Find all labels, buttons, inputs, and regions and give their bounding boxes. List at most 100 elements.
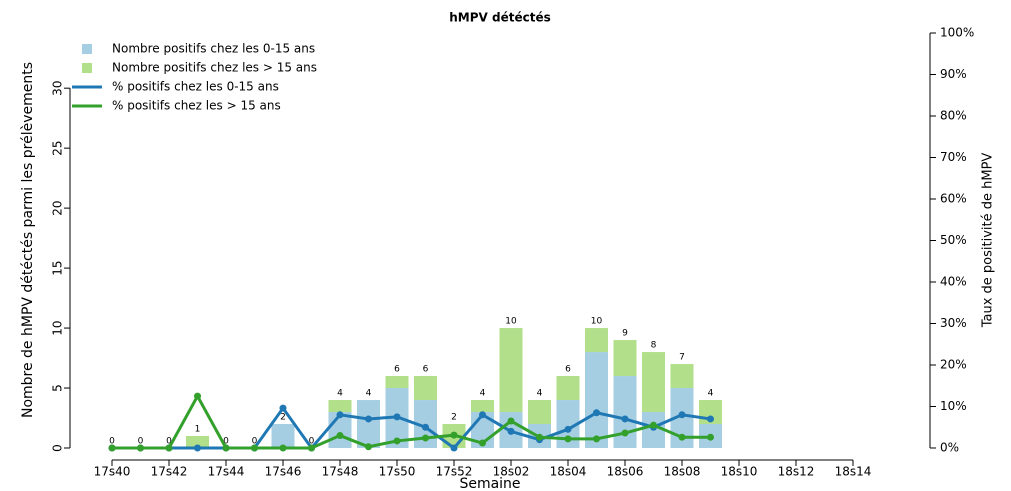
line-point <box>279 404 287 412</box>
bar-segment <box>585 328 608 353</box>
y2-tick-label: 90% <box>940 67 967 81</box>
y-axis-label: Nombre de hMPV détéctés parmi les prélèv… <box>20 62 36 418</box>
line-point <box>564 435 572 443</box>
line-series <box>112 405 711 451</box>
bar-segment <box>556 400 580 448</box>
x-tick-label: 18s12 <box>778 465 815 479</box>
x-tick-label: 17s50 <box>379 465 416 479</box>
bar-total-label: 2 <box>280 413 286 423</box>
bar-segment <box>528 400 551 425</box>
line-point <box>650 421 657 429</box>
line-point <box>165 444 173 452</box>
y2-tick-label: 100% <box>940 26 974 40</box>
line-point <box>336 432 344 440</box>
bar-total-label: 8 <box>651 341 657 351</box>
y2-tick-label: 20% <box>940 358 967 372</box>
line-point <box>621 415 629 423</box>
bar-total-label: 10 <box>591 317 603 327</box>
y-tick-label: 0 <box>51 444 65 452</box>
y2-tick-label: 10% <box>940 399 967 413</box>
bar-segment <box>328 400 352 413</box>
y2-tick-label: 40% <box>940 275 967 289</box>
bar-total-label: 10 <box>505 317 517 327</box>
line-point <box>137 444 144 452</box>
legend-label: % positifs chez les 0-15 ans <box>112 80 279 94</box>
y2-tick-label: 30% <box>940 316 967 330</box>
line-point <box>707 433 714 441</box>
line-point <box>279 444 287 452</box>
x-tick-label: 18s02 <box>493 465 530 479</box>
line-point <box>536 433 543 441</box>
y2-tick-label: 60% <box>940 192 967 206</box>
line-point <box>336 411 344 419</box>
line-point <box>507 427 515 435</box>
bar-total-label: 4 <box>480 389 486 399</box>
bar-segment <box>556 376 580 401</box>
x-tick-label: 17s52 <box>436 465 473 479</box>
line-point <box>678 433 686 441</box>
line-point <box>108 444 116 452</box>
bar-total-label: 6 <box>394 365 400 375</box>
bar-total-label: 6 <box>423 365 429 375</box>
line-point <box>507 417 515 425</box>
x-tick-label: 17s40 <box>94 465 131 479</box>
line-point <box>707 415 714 423</box>
bar-total-label: 0 <box>223 437 229 447</box>
x-tick-label: 17s46 <box>265 465 302 479</box>
bar-total-label: 4 <box>708 389 714 399</box>
line-point <box>393 413 401 421</box>
line-point <box>479 439 486 447</box>
y-tick-label: 30 <box>51 81 65 96</box>
bar-segment <box>613 340 637 377</box>
y2-tick-label: 80% <box>940 109 967 123</box>
legend-swatch <box>82 63 92 73</box>
line-point <box>308 444 315 452</box>
bar-total-label: 0 <box>138 437 144 447</box>
line-point <box>194 392 201 400</box>
x-tick-label: 18s10 <box>721 465 758 479</box>
line-point <box>422 434 429 442</box>
line-point <box>479 411 486 419</box>
bar-segment <box>670 364 694 389</box>
line-point <box>564 425 572 433</box>
bar-total-label: 0 <box>309 437 315 447</box>
line-point <box>365 443 372 451</box>
y-tick-label: 10 <box>51 320 65 335</box>
bar-segment <box>471 400 494 413</box>
x-tick-label: 17s48 <box>322 465 359 479</box>
line-point <box>621 429 629 437</box>
bar-segment <box>585 352 608 448</box>
bar-total-label: 6 <box>565 365 571 375</box>
line-point <box>251 444 258 452</box>
x-tick-label: 18s04 <box>550 465 587 479</box>
line-point <box>678 411 686 419</box>
bar-segment <box>186 436 209 448</box>
bar-segment <box>642 352 665 413</box>
x-tick-label: 17s44 <box>208 465 245 479</box>
y-tick-label: 20 <box>51 200 65 215</box>
chart-title: hMPV détéctés <box>449 11 550 25</box>
x-tick-label: 17s42 <box>151 465 188 479</box>
bar-segment <box>613 376 637 448</box>
y2-tick-label: 70% <box>940 150 967 164</box>
bar-total-label: 0 <box>166 437 172 447</box>
line-point <box>422 423 429 431</box>
legend-label: Nombre positifs chez les 0-15 ans <box>112 42 315 56</box>
line-point <box>194 444 201 452</box>
bar-total-label: 9 <box>622 329 628 339</box>
bar-total-label: 4 <box>337 389 343 399</box>
bar-total-label: 2 <box>451 413 457 423</box>
line-point <box>222 444 230 452</box>
x-tick-label: 18s08 <box>664 465 701 479</box>
x-tick-label: 18s14 <box>835 465 872 479</box>
line-point <box>393 437 401 445</box>
line-point <box>593 409 600 417</box>
y-tick-label: 25 <box>51 141 65 156</box>
x-tick-label: 18s06 <box>607 465 644 479</box>
y-tick-label: 5 <box>51 384 65 392</box>
y2-tick-label: 0% <box>940 441 959 455</box>
bar-total-label: 0 <box>252 437 258 447</box>
bar-total-label: 7 <box>679 353 685 363</box>
line-point <box>593 435 600 443</box>
